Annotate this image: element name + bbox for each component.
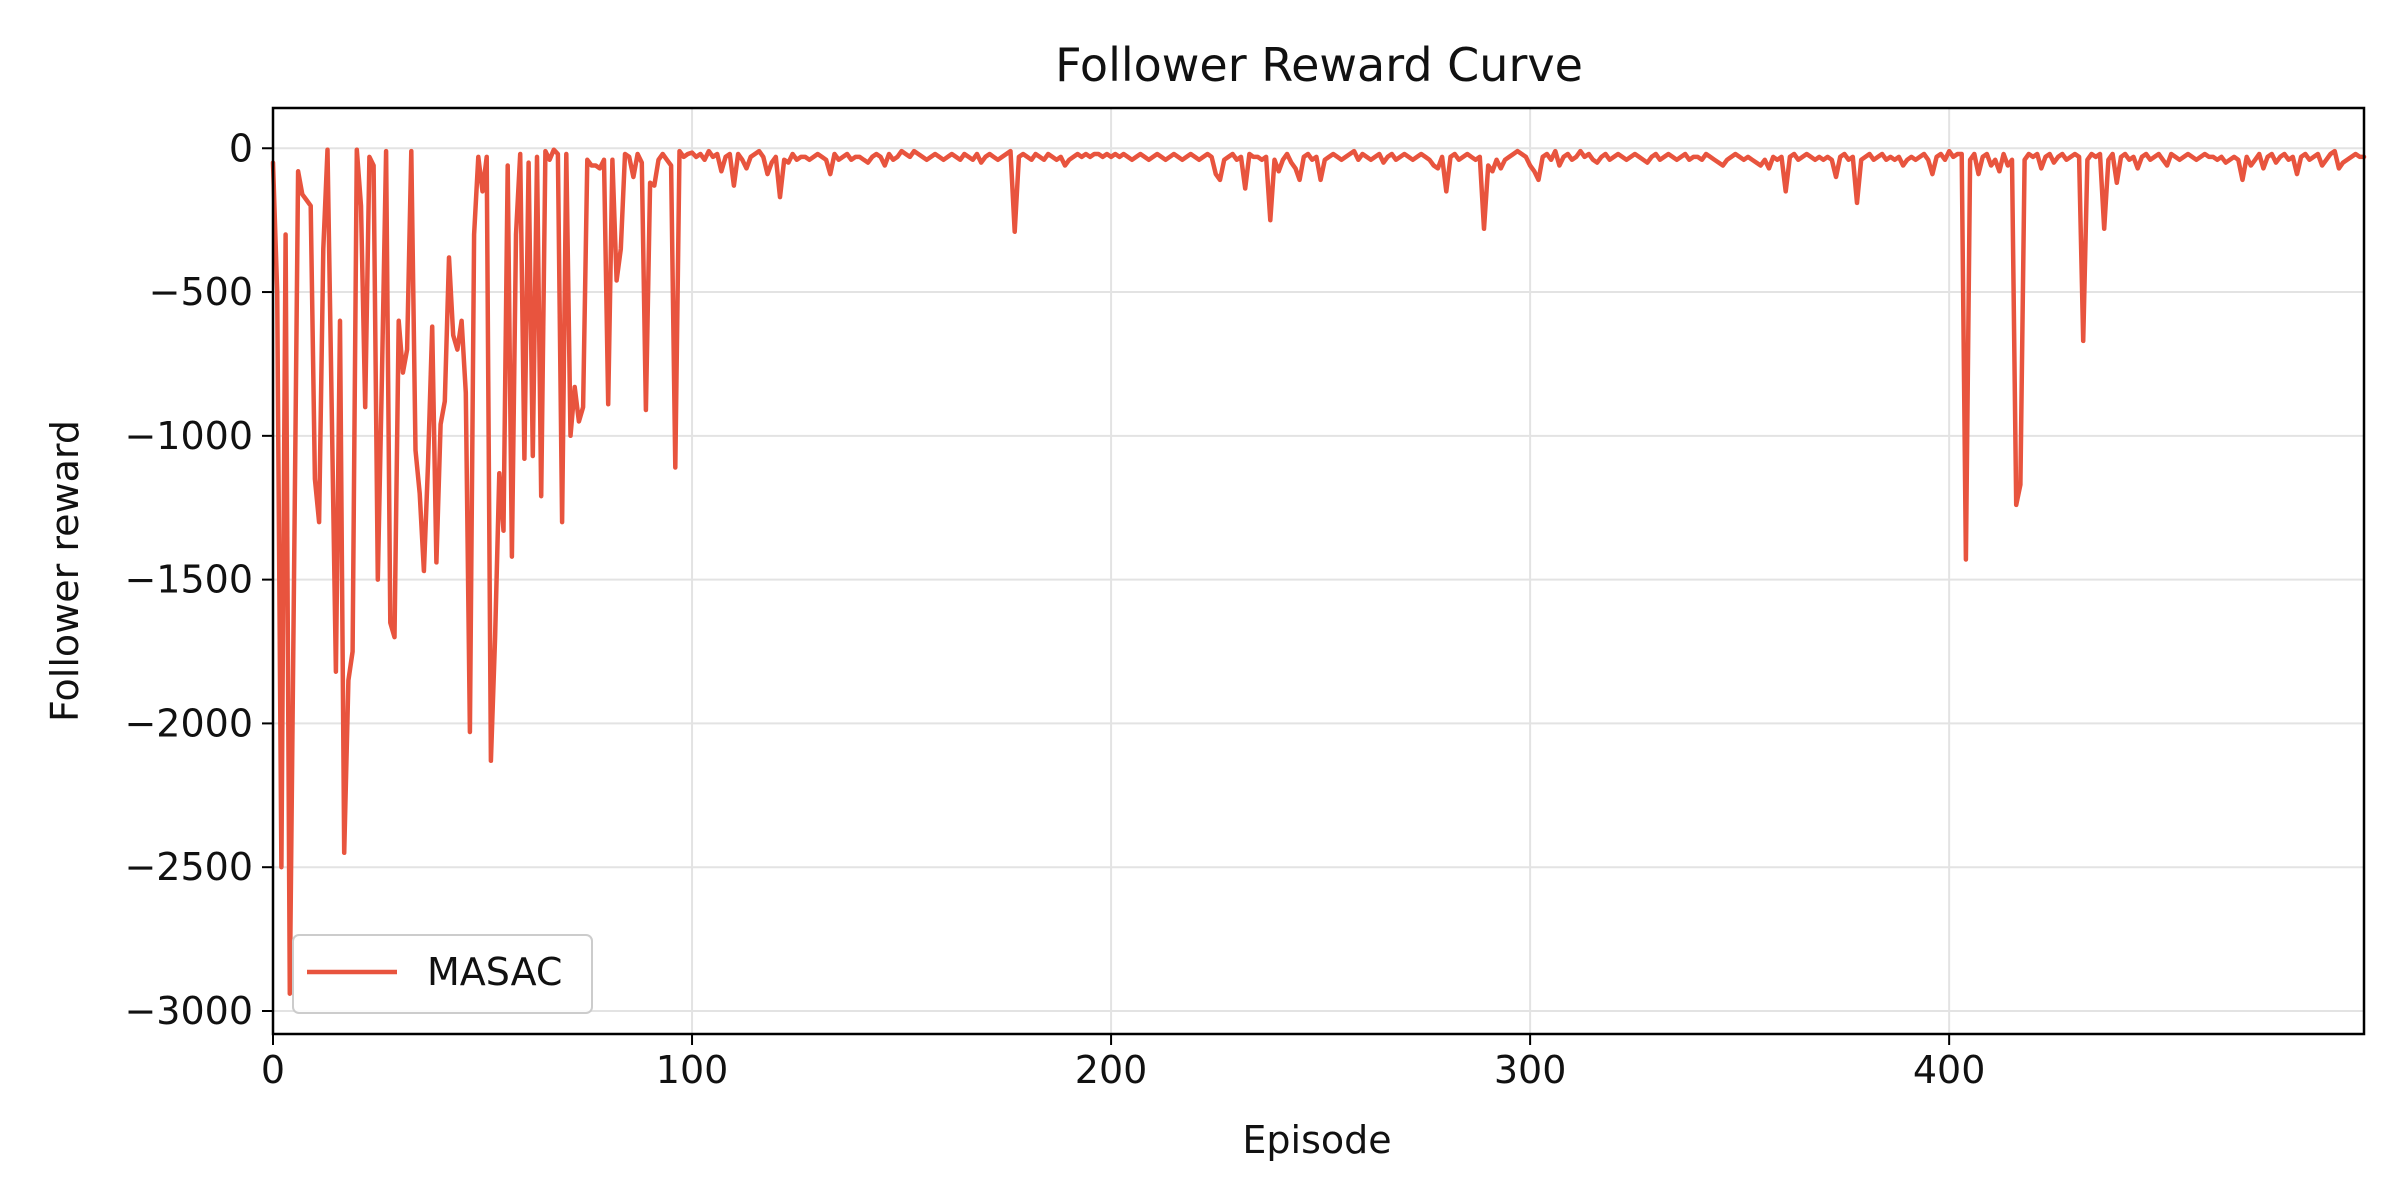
plot-frame: [271, 106, 2366, 1036]
x-tick-label: 300: [1494, 1048, 1567, 1092]
x-tick-label: 0: [261, 1048, 285, 1092]
y-tick-label: −1500: [124, 558, 253, 602]
y-tick-label: −500: [149, 270, 253, 314]
y-tick-label: −2000: [124, 701, 253, 745]
x-tick-label: 400: [1913, 1048, 1986, 1092]
chart-title: Follower Reward Curve: [1055, 38, 1583, 92]
y-tick-label: −1000: [124, 414, 253, 458]
legend-box: [292, 934, 593, 1014]
x-tick-label: 100: [656, 1048, 729, 1092]
y-tick-label: −3000: [124, 989, 253, 1033]
x-axis-title: Episode: [1242, 1118, 1392, 1162]
legend: MASAC: [292, 934, 593, 1014]
series-line-masac: [270, 147, 2367, 996]
x-tick-label: 200: [1075, 1048, 1148, 1092]
series-layer: [270, 147, 2367, 996]
legend-label-masac: MASAC: [427, 950, 562, 994]
y-tick-label: −2500: [124, 845, 253, 889]
y-tick-label: 0: [229, 126, 253, 170]
tick-layer: 0 100 200 300 400 0 −500 −1000 −1500 −2000 −2500 −3…: [124, 126, 1985, 1092]
